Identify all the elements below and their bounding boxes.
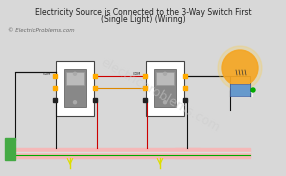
Circle shape — [164, 72, 166, 75]
FancyBboxPatch shape — [156, 72, 174, 85]
Bar — [93, 98, 97, 102]
Circle shape — [251, 88, 255, 92]
Circle shape — [164, 101, 166, 104]
Text: COM: COM — [133, 72, 141, 76]
FancyBboxPatch shape — [56, 61, 94, 115]
Text: © ElectricProblems.com: © ElectricProblems.com — [8, 28, 75, 33]
Bar — [143, 74, 147, 78]
FancyBboxPatch shape — [63, 69, 86, 107]
Bar — [53, 74, 57, 78]
Text: Electricity Source is Connected to the 3-Way Switch First: Electricity Source is Connected to the 3… — [35, 8, 251, 17]
Bar — [10, 148, 200, 158]
Bar — [93, 74, 97, 78]
FancyBboxPatch shape — [154, 69, 176, 107]
FancyBboxPatch shape — [230, 84, 250, 96]
FancyBboxPatch shape — [146, 61, 184, 115]
FancyBboxPatch shape — [65, 72, 84, 85]
Bar — [143, 98, 147, 102]
Bar — [53, 86, 57, 90]
Bar — [93, 86, 97, 90]
Text: COM: COM — [43, 72, 51, 76]
Circle shape — [74, 72, 76, 75]
Circle shape — [222, 50, 258, 86]
Circle shape — [218, 46, 262, 90]
Bar — [143, 86, 147, 90]
Bar — [183, 86, 187, 90]
Bar — [183, 74, 187, 78]
Bar — [53, 98, 57, 102]
Bar — [183, 98, 187, 102]
Circle shape — [74, 101, 76, 104]
Bar — [175, 148, 250, 158]
Text: (Single Light) (Wiring): (Single Light) (Wiring) — [101, 15, 185, 24]
Text: electricproblems.com: electricproblems.com — [98, 55, 222, 134]
Bar — [5, 138, 15, 160]
